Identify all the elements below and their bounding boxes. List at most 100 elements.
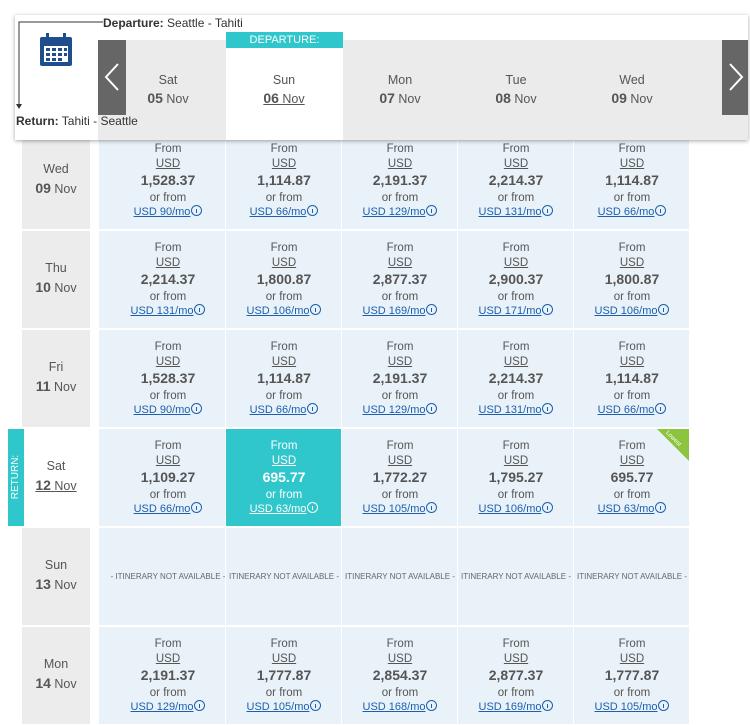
info-icon[interactable] — [307, 502, 319, 513]
info-icon[interactable] — [310, 304, 322, 315]
monthly-price[interactable]: USD 90/mo — [133, 206, 191, 218]
return-row-header[interactable]: Wed 09 Nov — [22, 132, 90, 229]
monthly-wrap[interactable]: USD 105/mo — [342, 502, 457, 516]
monthly-wrap[interactable]: USD 129/mo — [342, 205, 457, 219]
monthly-price[interactable]: USD 105/mo — [594, 701, 658, 713]
info-icon[interactable] — [542, 403, 554, 414]
monthly-price[interactable]: USD 63/mo — [249, 503, 307, 515]
info-icon[interactable] — [194, 700, 206, 711]
fare-cell[interactable]: From USD 1,528.37 or from USD 90/mo — [99, 330, 225, 427]
fare-cell[interactable]: From USD 2,214.37 or from USD 131/mo — [458, 132, 573, 229]
fare-cell[interactable]: From USD 2,191.37 or from USD 129/mo — [342, 132, 457, 229]
monthly-price[interactable]: USD 129/mo — [362, 404, 426, 416]
monthly-wrap[interactable]: USD 63/mo — [226, 502, 341, 516]
fare-cell[interactable]: From USD 1,114.87 or from USD 66/mo — [226, 132, 341, 229]
info-icon[interactable] — [655, 205, 667, 216]
fare-cell[interactable]: From USD 2,877.37 or from USD 169/mo — [342, 231, 457, 328]
fare-cell[interactable]: From USD 1,109.27 or from USD 66/mo — [99, 429, 225, 526]
info-icon[interactable] — [307, 403, 319, 414]
return-row-header[interactable]: Fri 11 Nov — [22, 330, 90, 427]
monthly-wrap[interactable]: USD 131/mo — [458, 403, 573, 417]
info-icon[interactable] — [542, 205, 554, 216]
next-arrow[interactable] — [722, 40, 748, 115]
monthly-price[interactable]: USD 66/mo — [133, 503, 191, 515]
fare-cell[interactable]: From USD 1,800.87 or from USD 106/mo — [226, 231, 341, 328]
monthly-wrap[interactable]: USD 169/mo — [458, 700, 573, 714]
info-icon[interactable] — [426, 205, 438, 216]
monthly-price[interactable]: USD 131/mo — [130, 305, 194, 317]
monthly-wrap[interactable]: USD 169/mo — [342, 304, 457, 318]
monthly-price[interactable]: USD 66/mo — [597, 206, 655, 218]
monthly-price[interactable]: USD 171/mo — [478, 305, 542, 317]
monthly-price[interactable]: USD 66/mo — [249, 206, 307, 218]
info-icon[interactable] — [191, 205, 203, 216]
monthly-wrap[interactable]: USD 131/mo — [458, 205, 573, 219]
departure-column[interactable]: Sat 05 Nov — [113, 70, 223, 110]
prev-arrow[interactable] — [98, 40, 126, 115]
fare-cell[interactable]: From USD 1,772.27 or from USD 105/mo — [342, 429, 457, 526]
info-icon[interactable] — [658, 304, 670, 315]
monthly-price[interactable]: USD 63/mo — [597, 503, 655, 515]
info-icon[interactable] — [542, 304, 554, 315]
return-row-header[interactable]: Mon 14 Nov — [22, 627, 90, 724]
monthly-wrap[interactable]: USD 66/mo — [226, 403, 341, 417]
monthly-price[interactable]: USD 129/mo — [362, 206, 426, 218]
info-icon[interactable] — [655, 502, 667, 513]
monthly-price[interactable]: USD 131/mo — [478, 404, 542, 416]
monthly-wrap[interactable]: USD 66/mo — [574, 205, 689, 219]
monthly-price[interactable]: USD 105/mo — [246, 701, 310, 713]
monthly-wrap[interactable]: USD 129/mo — [342, 403, 457, 417]
monthly-wrap[interactable]: USD 66/mo — [574, 403, 689, 417]
info-icon[interactable] — [191, 502, 203, 513]
fare-cell[interactable]: From USD 1,777.87 or from USD 105/mo — [574, 627, 689, 724]
info-icon[interactable] — [426, 304, 438, 315]
fare-cell[interactable]: From USD 2,214.37 or from USD 131/mo — [99, 231, 225, 328]
monthly-wrap[interactable]: USD 168/mo — [342, 700, 457, 714]
info-icon[interactable] — [426, 502, 438, 513]
fare-cell[interactable]: From USD 2,900.37 or from USD 171/mo — [458, 231, 573, 328]
monthly-wrap[interactable]: USD 131/mo — [108, 304, 225, 318]
info-icon[interactable] — [655, 403, 667, 414]
fare-cell[interactable]: From USD 695.77 or from USD 63/mo Lowest — [574, 429, 689, 526]
monthly-price[interactable]: USD 66/mo — [249, 404, 307, 416]
info-icon[interactable] — [658, 700, 670, 711]
return-row-header[interactable]: Sat 12 Nov — [22, 429, 90, 526]
fare-cell[interactable]: From USD 1,114.87 or from USD 66/mo — [574, 330, 689, 427]
monthly-wrap[interactable]: USD 63/mo — [574, 502, 689, 516]
monthly-price[interactable]: USD 106/mo — [594, 305, 658, 317]
monthly-wrap[interactable]: USD 105/mo — [226, 700, 341, 714]
departure-column[interactable]: Wed 09 Nov — [577, 70, 687, 110]
monthly-wrap[interactable]: USD 66/mo — [226, 205, 341, 219]
info-icon[interactable] — [542, 502, 554, 513]
fare-cell[interactable]: From USD 1,795.27 or from USD 106/mo — [458, 429, 573, 526]
monthly-price[interactable]: USD 105/mo — [362, 503, 426, 515]
fare-cell[interactable]: From USD 1,800.87 or from USD 106/mo — [574, 231, 689, 328]
monthly-price[interactable]: USD 169/mo — [478, 701, 542, 713]
monthly-price[interactable]: USD 66/mo — [597, 404, 655, 416]
departure-column[interactable]: Tue 08 Nov — [461, 70, 571, 110]
monthly-wrap[interactable]: USD 106/mo — [226, 304, 341, 318]
fare-cell[interactable]: From USD 2,191.37 or from USD 129/mo — [99, 627, 225, 724]
monthly-price[interactable]: USD 129/mo — [130, 701, 194, 713]
monthly-wrap[interactable]: USD 90/mo — [108, 403, 225, 417]
fare-cell[interactable]: From USD 1,114.87 or from USD 66/mo — [226, 330, 341, 427]
info-icon[interactable] — [426, 403, 438, 414]
departure-column[interactable]: Sun 06 Nov — [229, 70, 339, 110]
monthly-price[interactable]: USD 90/mo — [133, 404, 191, 416]
fare-cell[interactable]: From USD 1,777.87 or from USD 105/mo — [226, 627, 341, 724]
fare-cell[interactable]: From USD 1,528.37 or from USD 90/mo — [99, 132, 225, 229]
departure-column[interactable]: Mon 07 Nov — [345, 70, 455, 110]
monthly-price[interactable]: USD 106/mo — [478, 503, 542, 515]
info-icon[interactable] — [194, 304, 206, 315]
monthly-wrap[interactable]: USD 90/mo — [108, 205, 225, 219]
return-row-header[interactable]: Sun 13 Nov — [22, 528, 90, 625]
fare-cell[interactable]: From USD 2,877.37 or from USD 169/mo — [458, 627, 573, 724]
monthly-wrap[interactable]: USD 105/mo — [574, 700, 689, 714]
return-row-header[interactable]: Thu 10 Nov — [22, 231, 90, 328]
monthly-wrap[interactable]: USD 171/mo — [458, 304, 573, 318]
fare-cell[interactable]: From USD 1,114.87 or from USD 66/mo — [574, 132, 689, 229]
info-icon[interactable] — [307, 205, 319, 216]
monthly-wrap[interactable]: USD 106/mo — [458, 502, 573, 516]
info-icon[interactable] — [191, 403, 203, 414]
fare-cell[interactable]: From USD 2,214.37 or from USD 131/mo — [458, 330, 573, 427]
